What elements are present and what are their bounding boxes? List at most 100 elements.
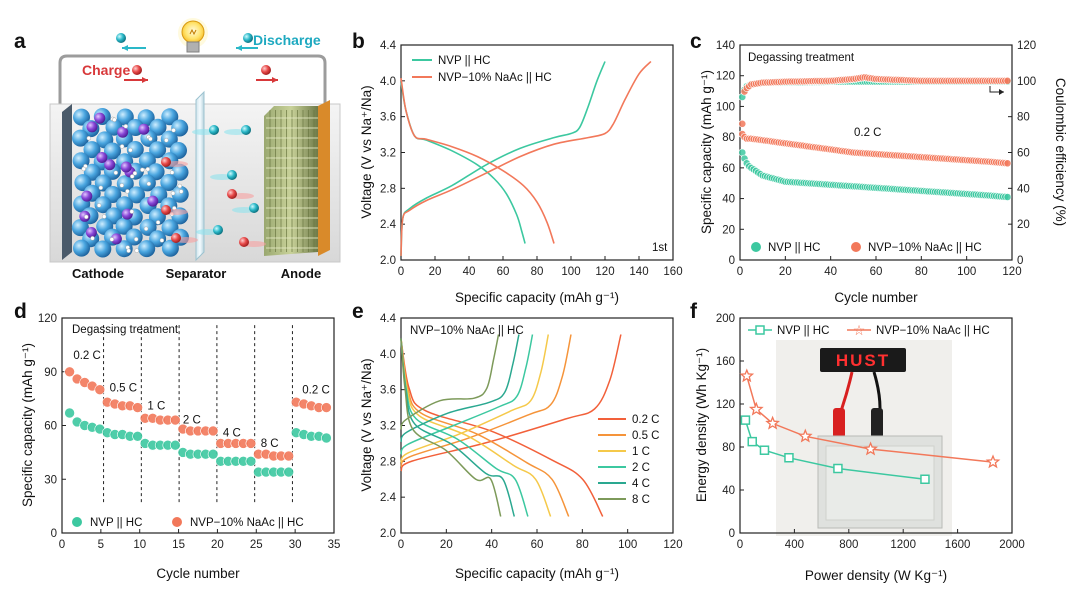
x-tick-label: 100: [618, 539, 637, 551]
y-tick-label: 140: [716, 40, 735, 52]
y-axis-label: Voltage (V vs Na⁺/Na): [359, 358, 374, 491]
x-tick-label: 60: [870, 266, 883, 278]
sodium-ion: [129, 209, 135, 214]
legend: NVP || HC ☆ NVP−10% NaAc || HC: [748, 322, 990, 338]
x-tick-label: 120: [595, 266, 614, 278]
x-tick-label: 20: [440, 539, 453, 551]
discharge-curve: [400, 338, 552, 517]
sodium-ion: [146, 181, 152, 187]
data-point: [784, 453, 794, 463]
x-tick-label: 1600: [945, 539, 971, 551]
x-tick-label: 25: [250, 539, 263, 551]
rate-label: 0.5 C: [110, 382, 138, 394]
data-point: [170, 414, 181, 426]
x-tick-label: 100: [957, 266, 976, 278]
legend-label: 1 C: [632, 446, 650, 458]
panel-label-d: d: [14, 300, 27, 323]
inset-title: Degassing treatment: [72, 324, 179, 336]
sodium-ion: [169, 170, 175, 175]
sodium-ion-discharge: [227, 170, 237, 180]
cathode-particle: [126, 141, 144, 158]
cathode-particle: [139, 218, 157, 236]
legend-label-naac: NVP−10% NaAc || HC: [438, 72, 552, 84]
legend: NVP || HC NVP−10% NaAc || HC: [412, 55, 552, 84]
x-tick-label: 0: [398, 266, 404, 278]
sodium-ion: [112, 117, 117, 122]
x-tick-label: 80: [576, 539, 589, 551]
sodium-ion-charge: [161, 205, 171, 215]
y-tick-label: 3.2: [380, 148, 396, 160]
cathode-particle: [149, 230, 167, 248]
cathode-particle: [115, 240, 133, 258]
sodium-ion: [171, 128, 176, 133]
y-tick-label: 0: [729, 528, 735, 540]
sodium-ion-charge: [239, 237, 249, 247]
legend-label-naac: NVP−10% NaAc || HC: [190, 517, 304, 529]
vanadium-particle: [86, 121, 98, 133]
y-tick-label: 60: [44, 421, 57, 433]
data-point: [1003, 159, 1012, 168]
data-point: [132, 402, 143, 413]
data-point: [1003, 193, 1012, 201]
cathode-particle: [115, 217, 133, 235]
cathode-particle: [116, 108, 134, 126]
cathode-particle: [71, 219, 89, 237]
cathode-particle: [94, 240, 112, 258]
x-axis-label: Specific capacity (mAh g⁻¹): [455, 566, 619, 581]
y-tick-label: 40: [722, 194, 735, 206]
separator-membrane: [195, 90, 205, 262]
y-tick-label: 2.4: [380, 492, 397, 504]
sodium-ion: [177, 183, 183, 189]
data-point: [283, 450, 295, 462]
cathode-label: Cathode: [72, 266, 124, 281]
red-clip: [833, 408, 845, 438]
y-tick-label: 90: [44, 367, 57, 379]
x-tick-label: 120: [663, 539, 682, 551]
sodium-ion: [123, 124, 129, 129]
cathode-particle: [94, 196, 112, 214]
legend-marker-naac: ☆: [853, 322, 866, 338]
data-point: [738, 119, 747, 128]
y-tick-label: 2.4: [380, 219, 397, 231]
y-tick-label: 40: [722, 485, 735, 497]
y2-tick-label: 60: [1017, 148, 1030, 160]
cathode-particle: [171, 163, 189, 181]
y-tick-label: 0: [729, 255, 735, 267]
x-tick-label: 20: [211, 539, 224, 551]
y-axis-label: Energy density (Wh Kg⁻¹): [694, 348, 709, 502]
discharge-curve-naac: [400, 77, 555, 244]
cathode-particle: [171, 185, 189, 203]
charge-curve: [400, 334, 500, 430]
charge-curve-nvp: [400, 61, 606, 256]
cathode-material: [71, 108, 189, 258]
data-point: [985, 454, 1001, 469]
legend-label: 4 C: [632, 478, 650, 490]
x-tick-label: 140: [629, 266, 648, 278]
panel-b-chart: b 0 20 40 60 80 100 120 140 160 2.0 2.4 2.8 3.2 3.6 4.…: [352, 30, 683, 305]
legend-label-naac: NVP−10% NaAc || HC: [868, 242, 982, 254]
sodium-ion: [119, 144, 125, 149]
legend-label-naac: NVP−10% NaAc || HC: [876, 325, 990, 337]
panel-label-c: c: [690, 30, 702, 53]
sodium-ion: [145, 166, 151, 172]
separator-label: Separator: [166, 266, 227, 281]
x-tick-label: 40: [463, 266, 476, 278]
y-tick-label: 4.4: [380, 40, 397, 52]
discharge-indicator: Discharge: [116, 32, 321, 51]
y-tick-label: 20: [722, 224, 735, 236]
vanadium-particle: [110, 233, 122, 245]
legend-label-nvp: NVP || HC: [777, 325, 829, 337]
data-point: [797, 428, 813, 443]
sodium-ion: [109, 237, 115, 242]
y-axis-label: Specific capacity (mAh g⁻¹): [20, 343, 35, 507]
y-tick-label: 2.0: [380, 255, 396, 267]
sodium-ion: [126, 248, 131, 253]
panel-c-chart: c 0 20 40 60 80 100 12002040608010012014002040…: [690, 30, 1068, 305]
sodium-ion: [133, 236, 139, 242]
sodium-ion-charge: [161, 157, 171, 167]
data-point: [321, 432, 332, 444]
sodium-ion: [84, 214, 89, 220]
light-bulb-icon: [178, 18, 208, 53]
sodium-ion: [81, 166, 86, 172]
sodium-ion: [178, 189, 184, 194]
